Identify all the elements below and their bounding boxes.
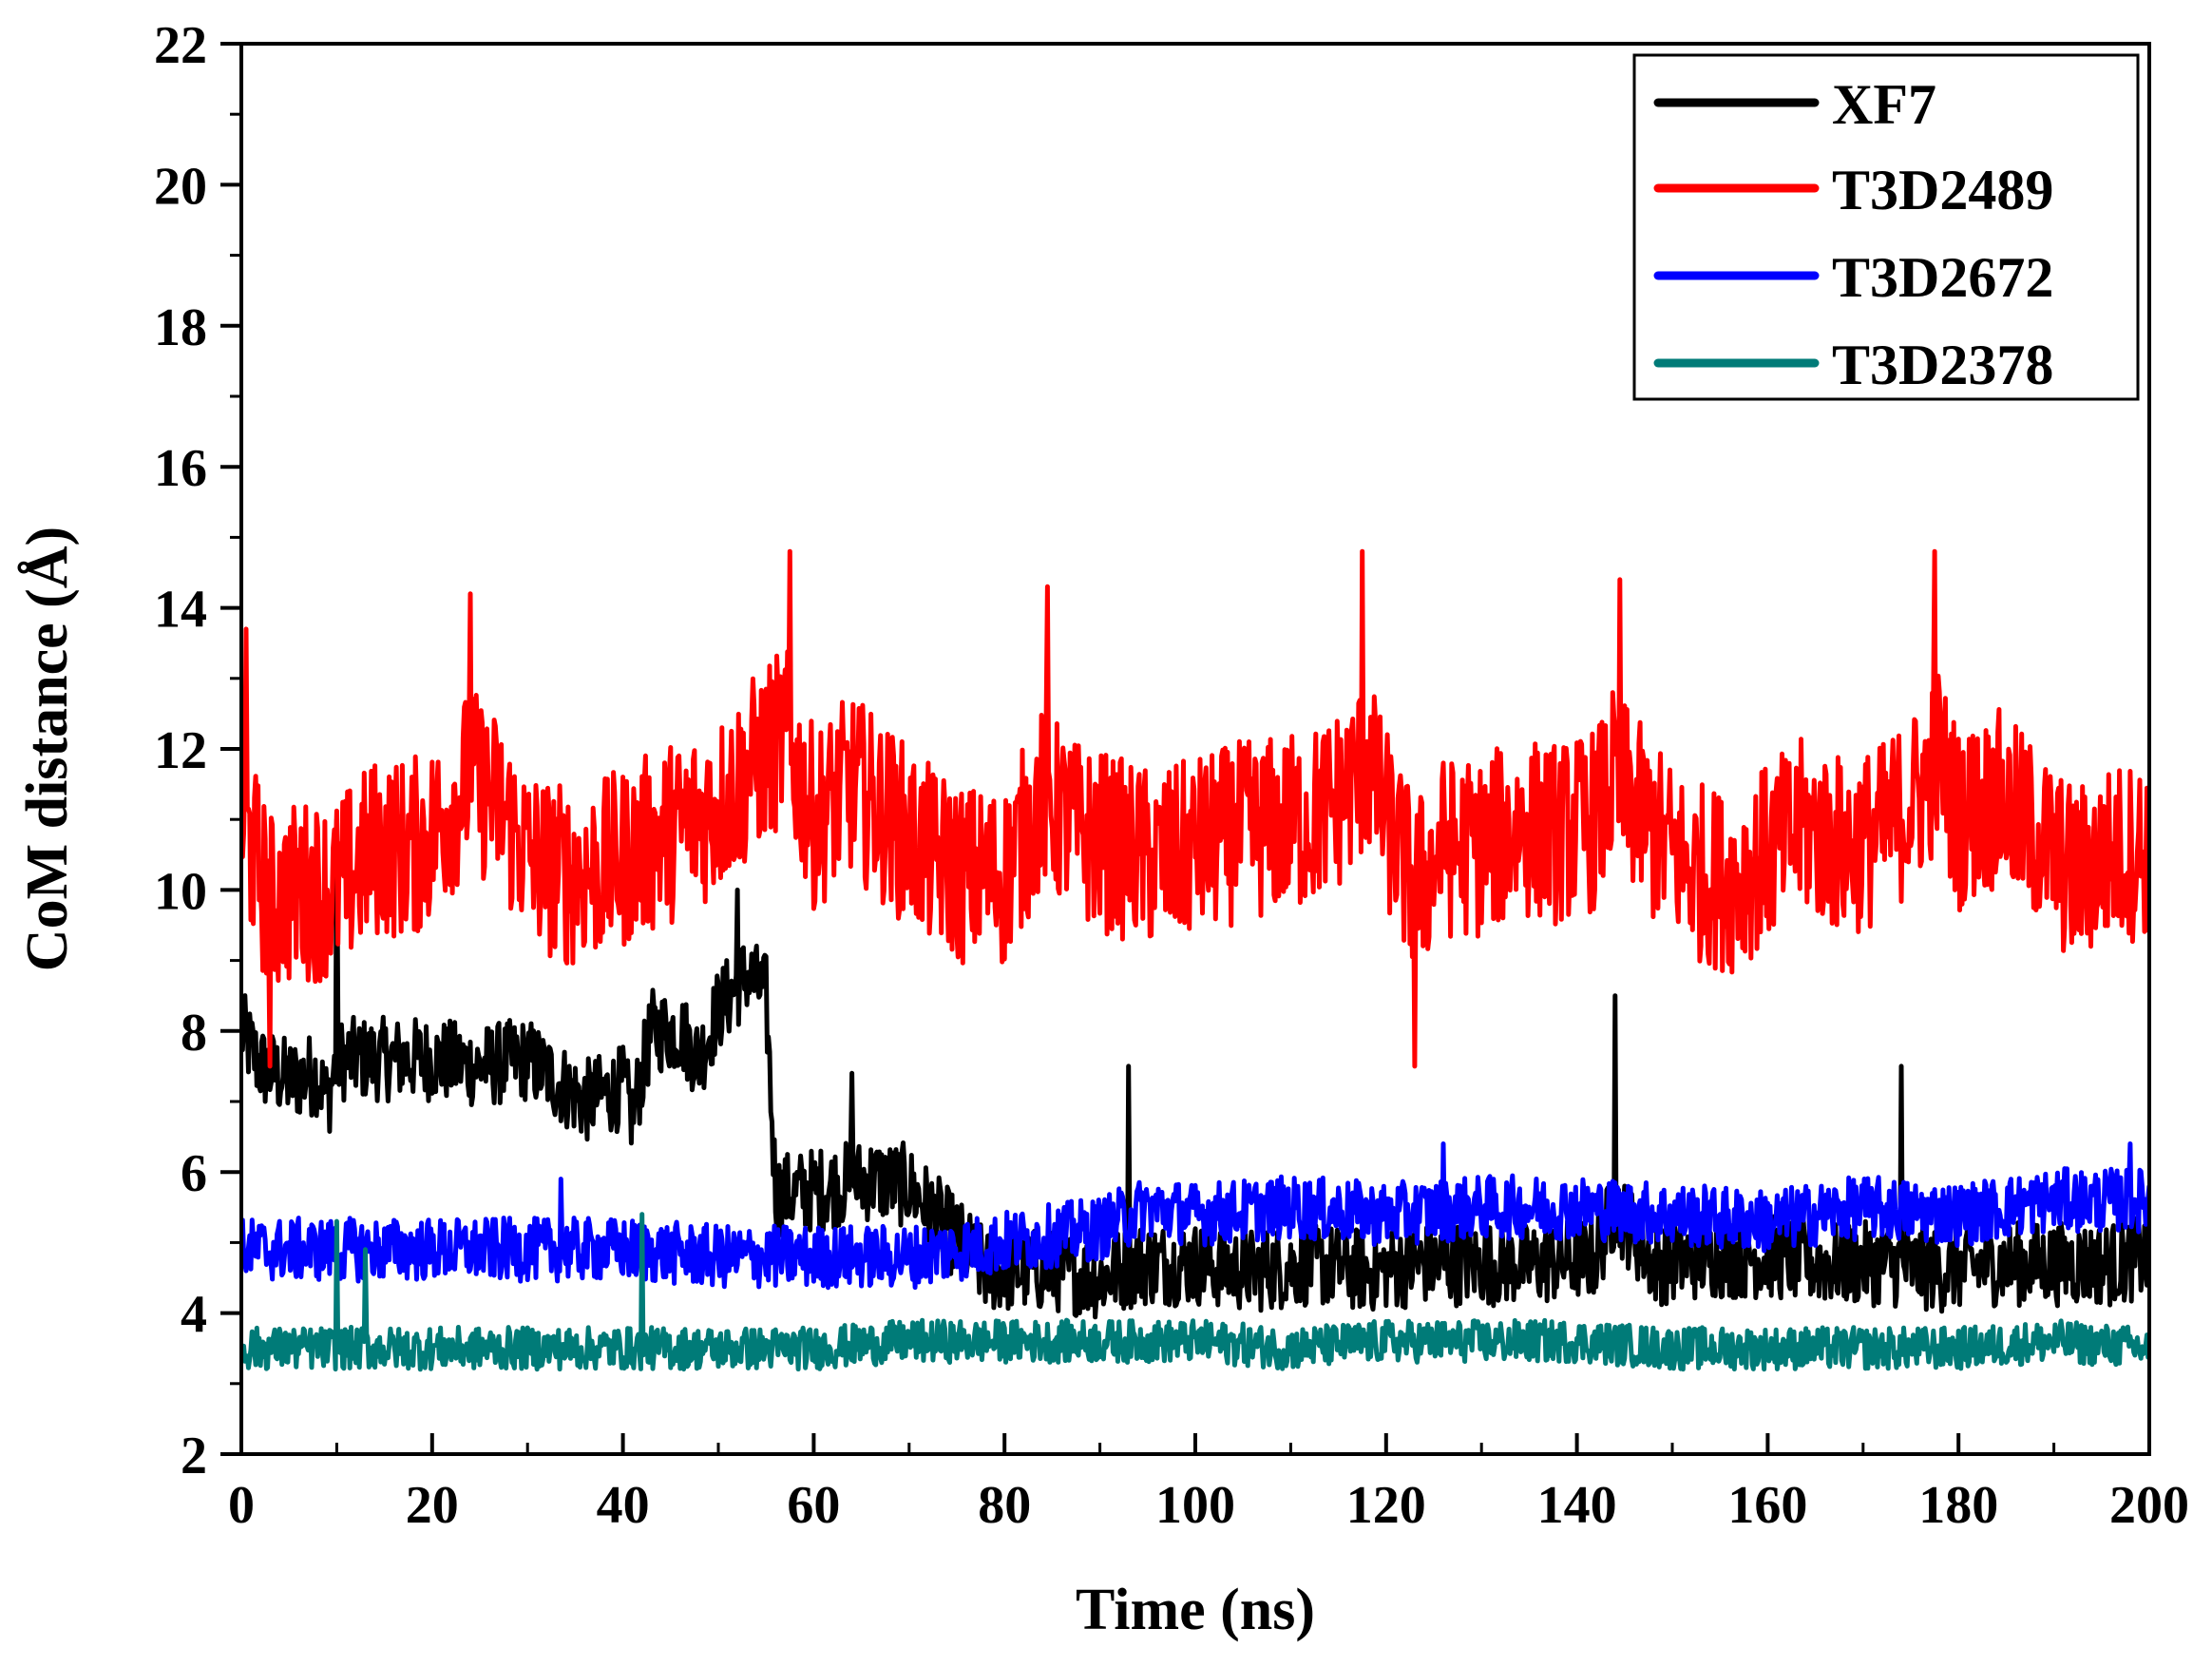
legend-box xyxy=(1632,53,2140,401)
y-tick-label-6: 6 xyxy=(181,1144,207,1203)
x-tick-label-80: 80 xyxy=(978,1476,1031,1535)
series-t3d2378 xyxy=(241,1212,2149,1372)
x-tick-label-140: 140 xyxy=(1537,1476,1617,1535)
series-xf7 xyxy=(241,816,2149,1320)
y-axis-label: CoM distance (Å) xyxy=(15,527,80,971)
x-tick-label-20: 20 xyxy=(406,1476,459,1535)
x-tick-label-200: 200 xyxy=(2109,1476,2189,1535)
legend-label-t3d2378: T3D2378 xyxy=(1832,334,2053,396)
legend-entry-t3d2489: T3D2489 xyxy=(1653,159,2053,221)
y-tick-label-2: 2 xyxy=(181,1427,207,1485)
x-axis-label: Time (ns) xyxy=(1076,1578,1315,1642)
x-tick-label-100: 100 xyxy=(1155,1476,1235,1535)
series-line-t3d2489 xyxy=(241,548,2149,1069)
x-axis-ticks: 0 20 40 60 80 100 120 140 160 180 200 xyxy=(228,1433,2189,1535)
y-tick-label-22: 22 xyxy=(154,16,207,75)
y-tick-label-8: 8 xyxy=(181,1004,207,1063)
x-tick-label-60: 60 xyxy=(787,1476,840,1535)
legend-entry-t3d2672: T3D2672 xyxy=(1653,246,2053,309)
x-tick-label-40: 40 xyxy=(597,1476,650,1535)
y-tick-label-20: 20 xyxy=(154,157,207,216)
x-tick-label-0: 0 xyxy=(228,1476,255,1535)
legend-label-t3d2672: T3D2672 xyxy=(1832,246,2053,309)
series-t3d2489 xyxy=(241,548,2149,1069)
legend-label-t3d2489: T3D2489 xyxy=(1832,159,2053,221)
series-line-t3d2378 xyxy=(241,1212,2149,1372)
x-tick-label-180: 180 xyxy=(1918,1476,1998,1535)
series-line-t3d2672 xyxy=(241,1141,2149,1291)
y-tick-label-14: 14 xyxy=(154,581,207,640)
y-tick-label-16: 16 xyxy=(154,439,207,498)
legend-entry-xf7: XF7 xyxy=(1653,73,1936,136)
legend-entry-t3d2378: T3D2378 xyxy=(1653,334,2053,396)
legend: XF7 T3D2489 T3D2672 T3D2378 xyxy=(1632,53,2140,401)
x-tick-label-120: 120 xyxy=(1346,1476,1426,1535)
series-t3d2672 xyxy=(241,1141,2149,1291)
y-tick-label-12: 12 xyxy=(154,721,207,780)
x-tick-label-160: 160 xyxy=(1727,1476,1807,1535)
series-line-xf7 xyxy=(241,816,2149,1320)
y-tick-label-10: 10 xyxy=(154,862,207,921)
series-layer xyxy=(241,548,2149,1372)
y-tick-label-4: 4 xyxy=(181,1286,207,1345)
y-axis-ticks: 2 4 6 8 10 12 14 16 18 20 22 xyxy=(154,16,241,1485)
y-tick-label-18: 18 xyxy=(154,298,207,357)
legend-label-xf7: XF7 xyxy=(1832,73,1936,136)
